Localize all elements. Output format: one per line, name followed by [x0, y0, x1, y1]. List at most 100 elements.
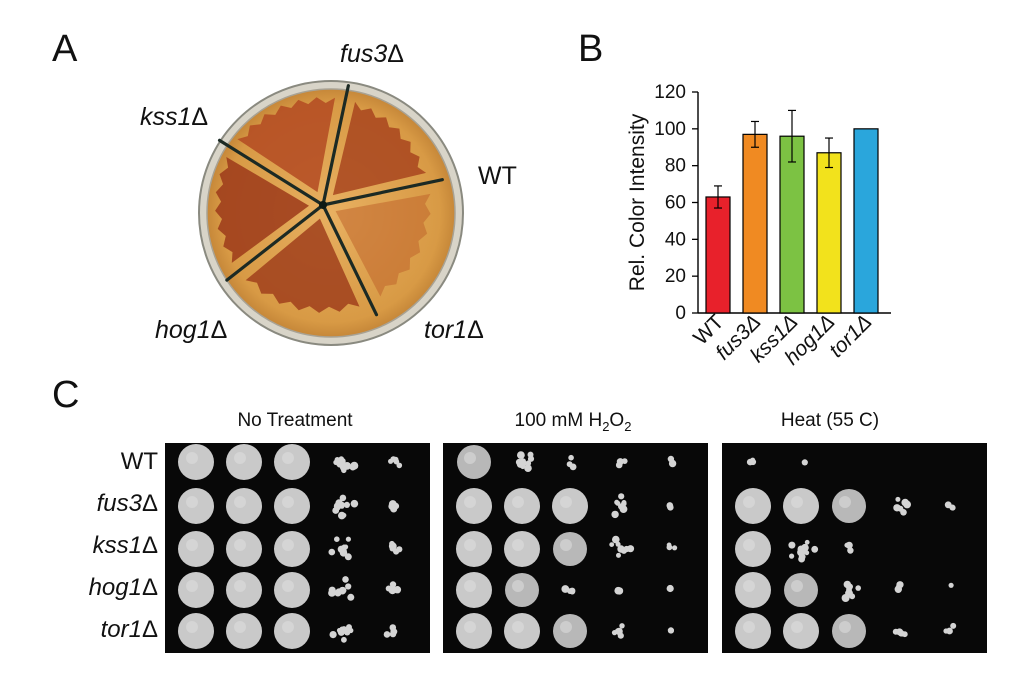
spot-colony [783, 488, 819, 524]
spot-microcolony [897, 505, 904, 512]
spot-microcolony [340, 464, 347, 471]
spot-microcolony [845, 589, 853, 598]
spot-highlight [512, 496, 524, 508]
spot-microcolony [943, 628, 949, 634]
spot-microcolony [797, 545, 805, 553]
spot-microcolony [893, 504, 901, 512]
spot-microcolony [339, 546, 346, 553]
spot-microcolony [804, 550, 810, 556]
spot-colony [735, 613, 771, 649]
spot-highlight [234, 621, 246, 633]
spot-microcolony [950, 505, 956, 511]
spot-microcolony [341, 467, 347, 474]
spot-highlight [464, 496, 476, 508]
plate-label-wt: WT [478, 162, 517, 190]
spot-microcolony [749, 458, 757, 466]
spot-highlight [839, 621, 851, 633]
condition-title-no-treatment: No Treatment [237, 410, 353, 431]
spot-microcolony [385, 585, 392, 592]
spot-microcolony [896, 584, 901, 589]
bar-3 [816, 152, 842, 314]
spot-colony [178, 444, 214, 480]
spot-microcolony [609, 542, 615, 547]
spot-highlight [464, 580, 476, 592]
spot-microcolony [844, 542, 850, 548]
spot-microcolony [346, 624, 352, 631]
spot-highlight [186, 621, 198, 633]
spot-microcolony [390, 456, 397, 463]
y-tick-label: 80 [665, 156, 686, 177]
spot-colony [456, 531, 492, 567]
spot-highlight [464, 452, 476, 464]
spot-microcolony [347, 593, 355, 601]
spot-microcolony [667, 455, 675, 463]
spot-microcolony [334, 457, 340, 463]
spot-microcolony [897, 628, 903, 635]
spot-microcolony [339, 626, 345, 632]
spot-microcolony [615, 628, 621, 634]
spot-microcolony [345, 583, 352, 590]
spot-highlight [186, 452, 198, 464]
spot-microcolony [345, 536, 351, 542]
spot-microcolony [615, 627, 623, 636]
spot-microcolony [517, 451, 525, 459]
spot-colony [274, 572, 310, 608]
plate-streak-sector [215, 157, 309, 263]
y-tick-label: 60 [665, 193, 686, 214]
spot-highlight [186, 496, 198, 508]
spot-microcolony [383, 631, 391, 638]
spot-microcolony [566, 461, 573, 468]
spot-microcolony [342, 576, 349, 583]
spot-microcolony [847, 547, 854, 554]
spot-microcolony [336, 460, 344, 468]
x-tick-label: tor1Δ [825, 310, 877, 362]
spot-microcolony [855, 585, 861, 591]
spot-microcolony [946, 627, 953, 635]
spot-colony [274, 531, 310, 567]
spot-highlight [234, 539, 246, 551]
spot-microcolony [337, 545, 346, 553]
spot-microcolony [328, 586, 336, 594]
spot-colony [274, 613, 310, 649]
spot-microcolony [569, 463, 577, 471]
spot-microcolony [895, 496, 901, 502]
plate-streaks [215, 97, 431, 313]
spot-colony [226, 572, 262, 608]
spot-microcolony [797, 548, 805, 557]
spot-microcolony [348, 627, 354, 634]
spot-microcolony [334, 589, 342, 597]
spot-microcolony [396, 462, 403, 469]
spot-microcolony [338, 511, 346, 520]
petri-plate-image [198, 80, 464, 346]
spot-microcolony [333, 502, 342, 510]
spot-microcolony [516, 460, 525, 468]
spot-colony [457, 445, 491, 479]
spot-microcolony [788, 541, 796, 549]
spot-microcolony [396, 546, 403, 553]
row-label-tor1: tor1Δ [100, 616, 158, 643]
spot-microcolony [524, 464, 532, 473]
y-axis-label: Rel. Color Intensity [626, 113, 649, 291]
spot-microcolony [617, 632, 624, 639]
spot-microcolony [341, 512, 347, 518]
spot-colony [504, 488, 540, 524]
spot-microcolony [614, 586, 622, 595]
spot-microcolony [389, 581, 397, 588]
spot-microcolony [388, 502, 397, 511]
spot-highlight [282, 452, 294, 464]
spot-microcolony [847, 583, 853, 590]
spot-microcolony [389, 545, 396, 552]
plate-streak-sector [245, 218, 360, 313]
spot-microcolony [390, 505, 398, 513]
spot-microcolony [666, 544, 673, 551]
spot-highlight [791, 580, 803, 592]
spot-microcolony [343, 462, 351, 470]
y-tick-label: 100 [654, 119, 686, 140]
spot-colony [735, 531, 771, 567]
spot-colony [505, 573, 539, 607]
spot-colony [456, 613, 492, 649]
spot-microcolony [520, 458, 526, 465]
plate-divider-line [321, 84, 350, 207]
spot-microcolony [801, 459, 808, 466]
spot-microcolony [341, 636, 347, 643]
